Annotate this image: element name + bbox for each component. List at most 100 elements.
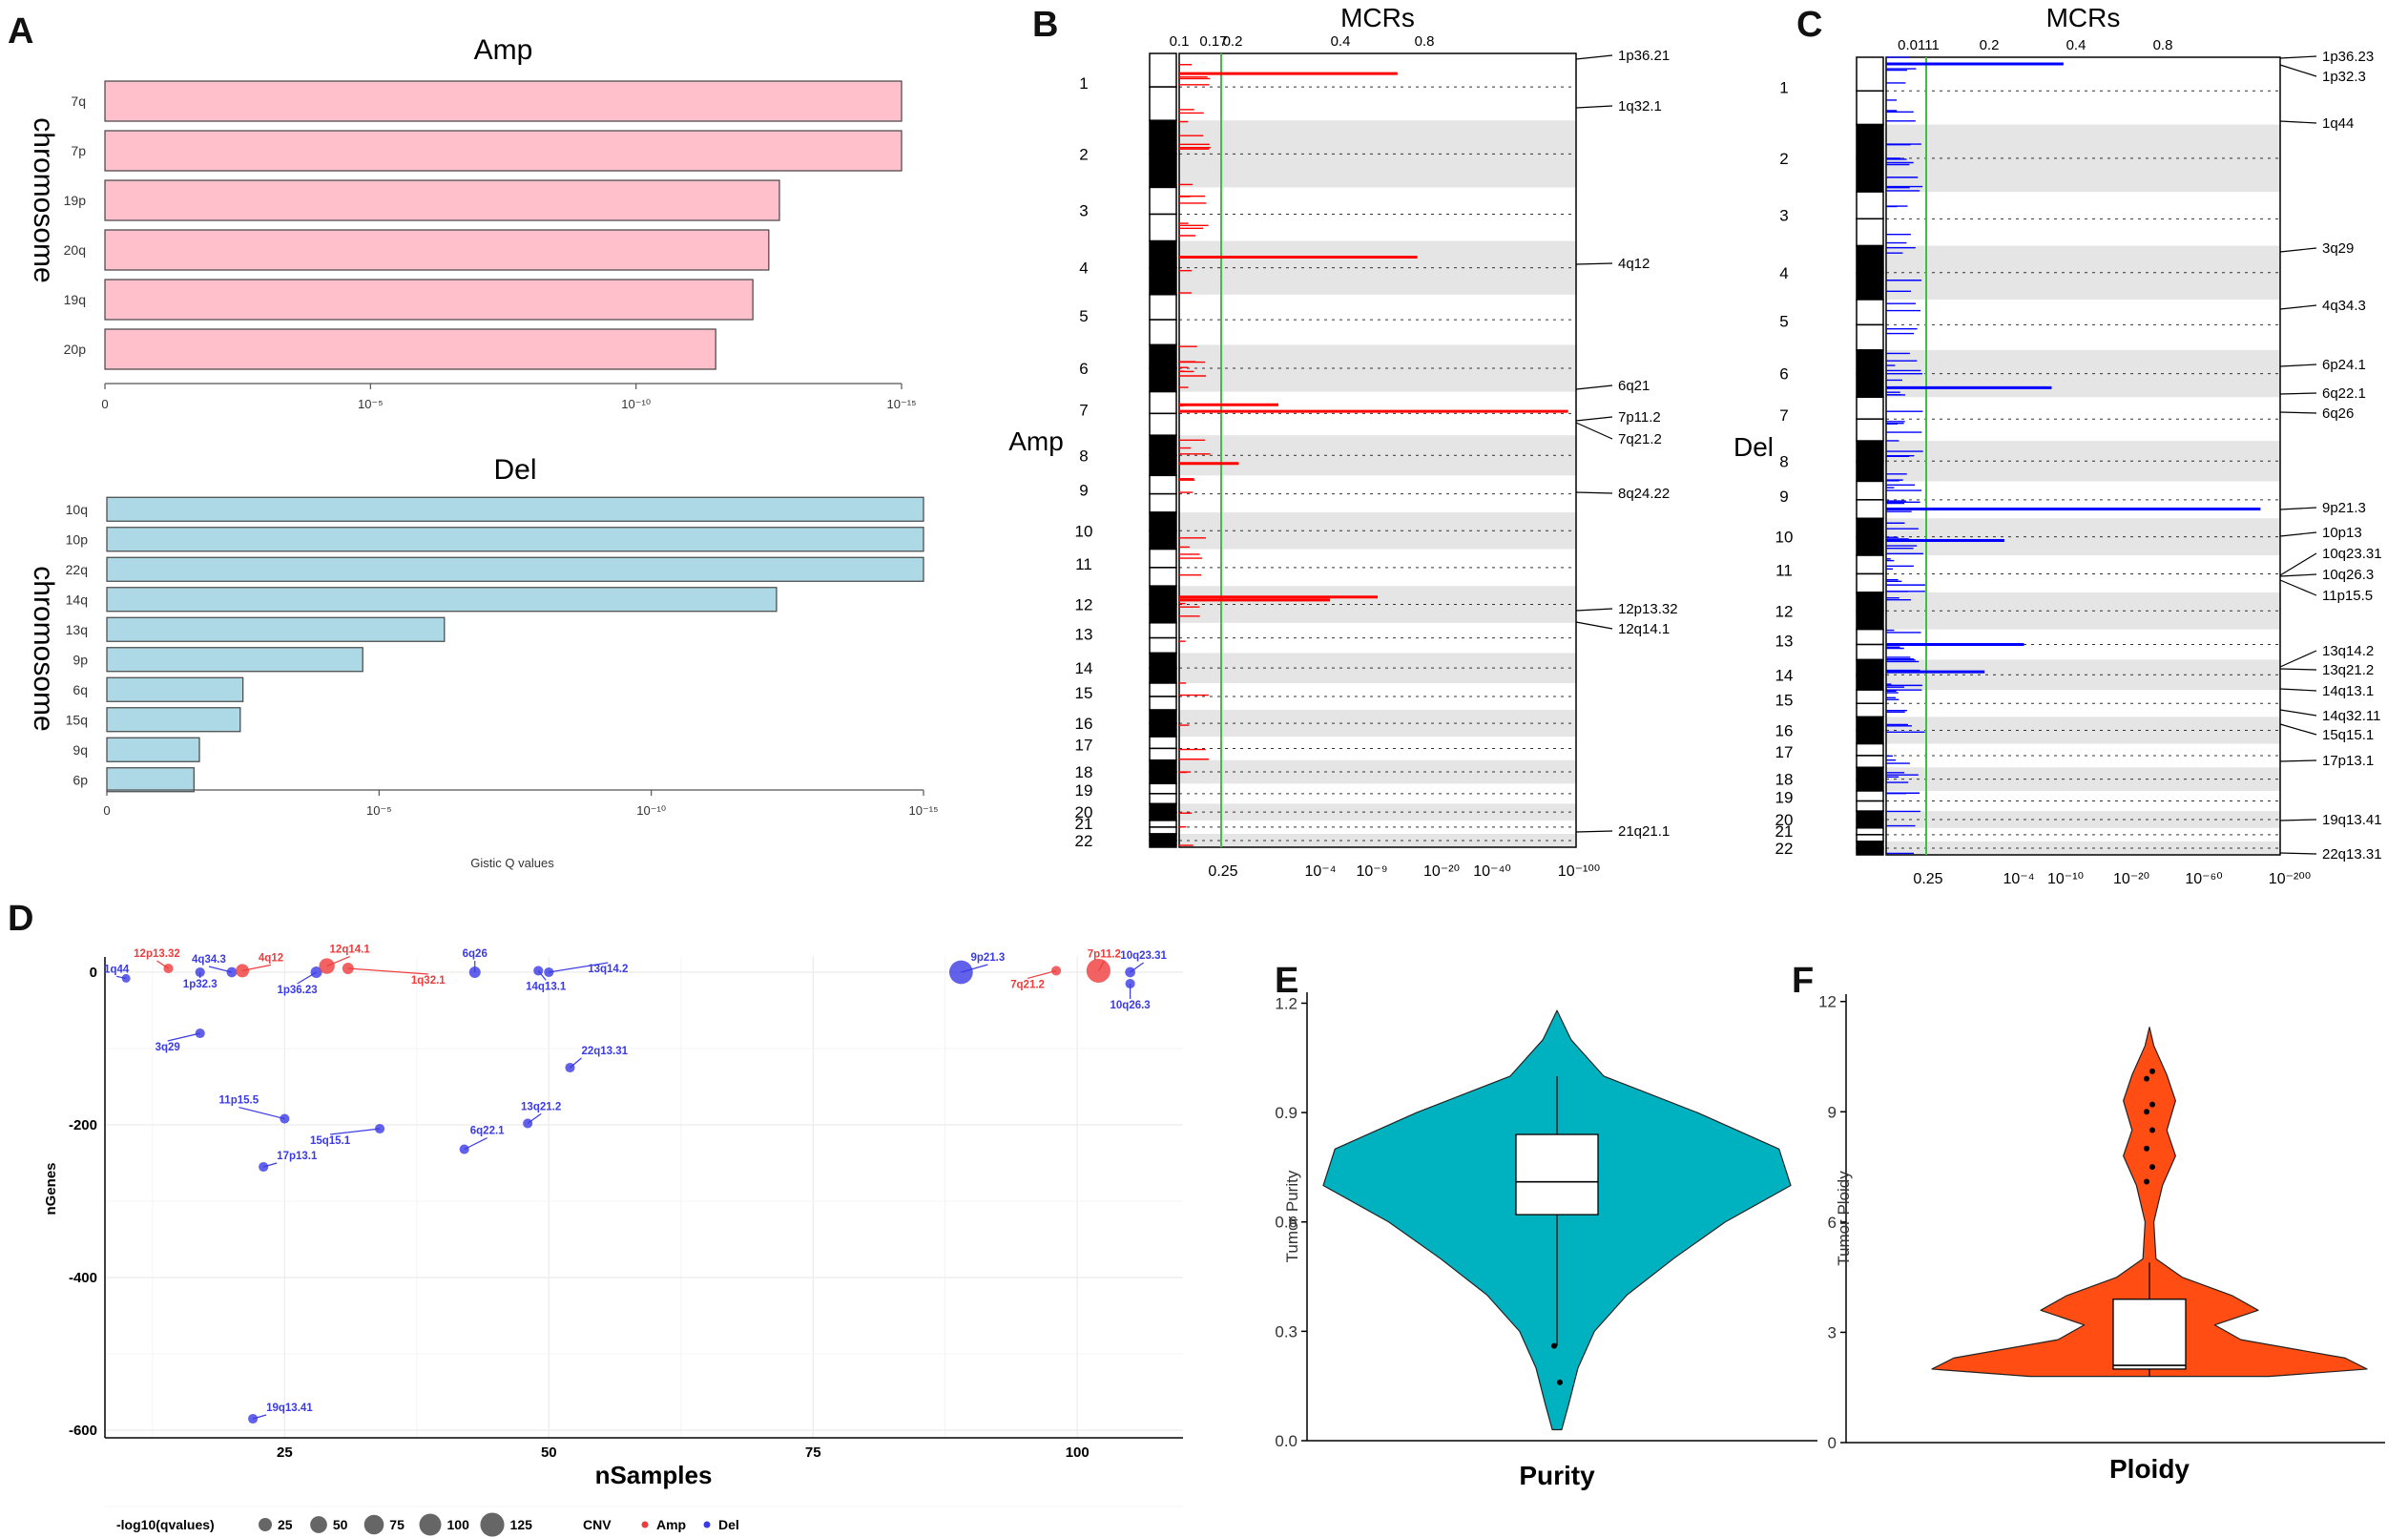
mcr-del-ideogram-arm <box>1856 841 1884 849</box>
violin-ploidy-outlier-point <box>2149 1068 2155 1074</box>
bar-amp-bar-7q <box>104 80 903 122</box>
mcr-amp-ideogram-arm <box>1149 696 1177 711</box>
scatter-x-tick-label: 50 <box>541 1444 557 1461</box>
mcr-del-annotation-label: 10q26.3 <box>2322 567 2374 583</box>
violin-ploidy-y-tick-label: 9 <box>1828 1103 1837 1121</box>
scatter-label-leader <box>549 962 609 973</box>
mcr-del-annotation-leader <box>2279 579 2317 596</box>
violin-purity-y-tick-label: 1.2 <box>1275 994 1297 1012</box>
mcr-amp-annotation-label: 12p13.32 <box>1618 601 1678 617</box>
bar-del-category-label: 22q <box>66 562 88 577</box>
mcr-del-chrom-label: 12 <box>1775 602 1794 620</box>
bar-del-ylabel: chromosome <box>28 566 59 731</box>
violin-ploidy-outlier-point <box>2149 1164 2155 1171</box>
mcr-amp-ideogram-arm <box>1149 820 1177 828</box>
mcr-amp-annotation-label: 1q32.1 <box>1618 98 1662 114</box>
violin-purity-outlier-point <box>1551 1342 1557 1349</box>
scatter-legend-size-swatch <box>419 1513 442 1536</box>
mcr-del-chrom-label: 8 <box>1779 452 1788 470</box>
scatter-point-label: 7p11.2 <box>1088 948 1121 960</box>
mcr-del-bottom-tick-label: 0.25 <box>1913 871 1942 887</box>
mcr-amp-ideogram-arm <box>1149 454 1177 477</box>
bar-amp-category-label: 7q <box>71 94 86 109</box>
mcr-amp-annotation-leader <box>1575 621 1613 630</box>
mcr-del-annotation-leader <box>2279 507 2317 510</box>
mcr-del-annotation-leader <box>2279 247 2317 253</box>
mcr-del-annotation-label: 4q34.3 <box>2322 298 2366 314</box>
mcr-amp-chrom-label: 14 <box>1075 659 1093 677</box>
violin-ploidy-violin-body <box>1931 1027 2368 1378</box>
mcr-del-annotation-leader <box>2279 55 2317 59</box>
mcr-amp-annotation-label: 8q24.22 <box>1618 486 1670 502</box>
mcr-del-ideogram-arm <box>1856 272 1884 301</box>
mcr-amp-plot-frame <box>1178 52 1577 848</box>
violin-purity-box <box>1515 1133 1599 1216</box>
bar-amp-x-tick-label: 10⁻¹⁰ <box>621 397 651 411</box>
bar-del-category-label: 14q <box>66 592 88 607</box>
bar-amp-bar-19q <box>104 279 754 321</box>
mcr-amp-chrom-label: 7 <box>1079 401 1088 419</box>
mcr-amp-ideogram-arm <box>1149 747 1177 761</box>
mcr-amp-bottom-tick-label: 10⁻²⁰ <box>1423 863 1460 880</box>
violin-ploidy-outlier-point <box>2144 1075 2149 1082</box>
mcr-del-chrom-label: 9 <box>1779 488 1788 506</box>
scatter-point-1p32-3 <box>195 966 205 978</box>
scatter-legend-size-label: 75 <box>389 1517 405 1532</box>
scatter-point-1q32-1 <box>342 963 354 974</box>
violin-ploidy-ylabel: Tumor Ploidy <box>1835 1171 1853 1266</box>
mcr-amp-top-tick-label: 0.1 <box>1170 33 1190 50</box>
mcr-del-annotation-leader <box>2279 723 2317 736</box>
mcr-amp-ideogram-arm <box>1149 530 1177 551</box>
mcr-del-annotation-leader <box>2279 364 2317 367</box>
mcr-del-annotation-label: 17p13.1 <box>2322 753 2374 769</box>
mcr-amp-ideogram-arm <box>1149 213 1177 242</box>
mcr-del-chrom-label: 18 <box>1775 771 1794 789</box>
scatter-y-tick-label: -600 <box>69 1423 97 1439</box>
scatter-label-leader <box>347 967 428 975</box>
scatter-point-4q34-3 <box>226 966 238 978</box>
mcr-del-chrom-label: 4 <box>1779 264 1788 282</box>
bar-del-category-label: 13q <box>66 622 88 637</box>
mcr-del-annotation-label: 3q29 <box>2322 240 2354 257</box>
mcr-del-ideogram-arm <box>1856 810 1884 821</box>
violin-ploidy-outlier-point <box>2144 1109 2149 1115</box>
scatter-point-label: 14q13.1 <box>526 981 567 992</box>
scatter-label-leader <box>239 1107 285 1120</box>
mcr-del-chrom-band <box>1886 841 2280 855</box>
mcr-del-chrom-label: 1 <box>1779 78 1788 96</box>
mcr-del-ideogram-arm <box>1856 349 1884 375</box>
mcr-del-top-tick-label: 0.0111 <box>1898 37 1940 53</box>
bar-amp-bar-20p <box>104 328 716 370</box>
scatter-point-19q13-41 <box>248 1413 259 1424</box>
scatter-legend-size-label: 100 <box>447 1517 470 1532</box>
mcr-del-annotation-label: 10q23.31 <box>2322 546 2382 562</box>
mcr-del-ideogram-arm <box>1856 834 1884 842</box>
violin-purity-ylabel: Tumor Purity <box>1283 1170 1301 1262</box>
scatter-point-label: 1p32.3 <box>183 979 218 990</box>
mcr-amp-ideogram-arm <box>1149 390 1177 415</box>
scatter-point-label: 6q22.1 <box>470 1126 505 1137</box>
mcr-del-chrom-label: 22 <box>1775 840 1794 858</box>
mcr-amp-chrom-label: 10 <box>1075 522 1093 540</box>
mcr-amp-chrom-label: 11 <box>1075 555 1092 573</box>
mcr-del-annotation-leader <box>2279 759 2317 762</box>
bar-del-bar-13q <box>106 616 446 642</box>
mcr-amp-bottom-tick-label: 0.25 <box>1208 863 1237 880</box>
mcr-amp-bottom-tick-label: 10⁻⁴⁰ <box>1473 863 1511 880</box>
scatter-point-1q44 <box>121 973 131 983</box>
mcr-amp-ideogram-arm <box>1149 833 1177 842</box>
bar-amp-bar-7p <box>104 130 903 172</box>
mcr-amp-chrom-label: 12 <box>1075 595 1093 613</box>
bar-del-category-label: 9q <box>73 742 88 758</box>
scatter-x-tick-label: 25 <box>277 1444 293 1461</box>
mcr-del-ideogram-arm <box>1856 517 1884 538</box>
mcr-del-ideogram-arm <box>1856 90 1884 126</box>
mcr-amp-ideogram-arm <box>1149 826 1177 835</box>
bar-amp-x-tick-label: 10⁻⁵ <box>358 397 384 411</box>
bar-del-category-label: 6q <box>73 682 88 697</box>
mcr-del-annotation-label: 11p15.5 <box>2322 588 2373 604</box>
violin-purity-xlabel: Purity <box>1519 1461 1595 1490</box>
mcr-del-annotation-leader <box>2279 531 2317 537</box>
scatter-point-label: 22q13.31 <box>581 1046 628 1057</box>
